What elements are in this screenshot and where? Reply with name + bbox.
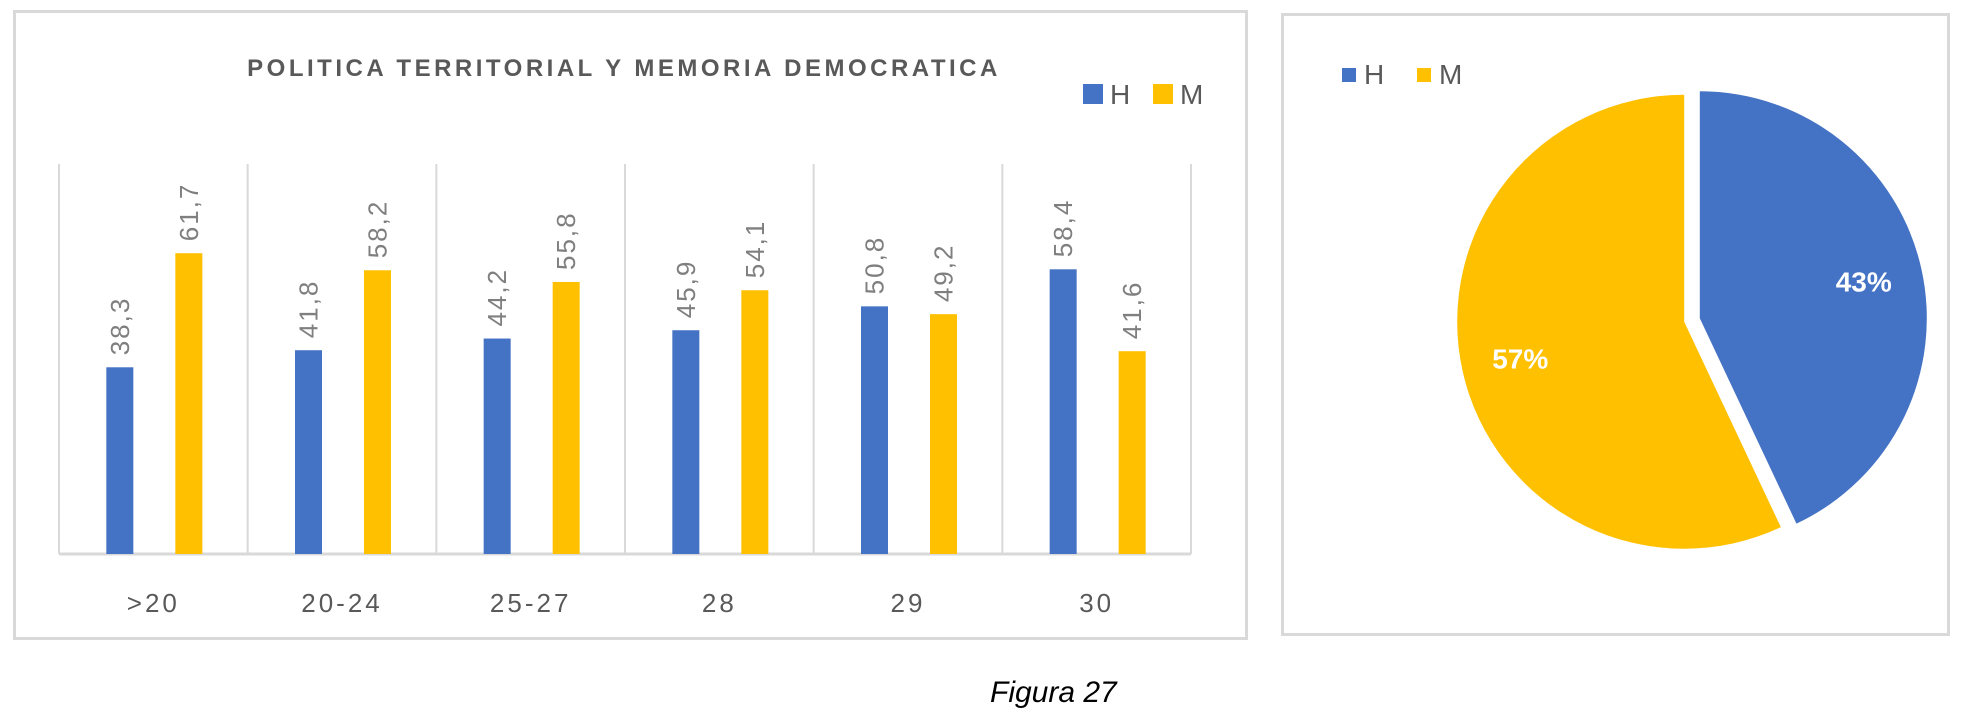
legend-label: H [1364, 59, 1384, 90]
bar-m [1118, 351, 1146, 554]
bar-m [364, 270, 391, 554]
category-label: 30 [1079, 588, 1114, 618]
bar-m [741, 290, 769, 554]
bar-h [861, 306, 888, 554]
data-label: 49,2 [929, 244, 959, 303]
legend-swatch-h [1342, 68, 1356, 82]
data-label: 50,8 [860, 236, 890, 295]
data-label: 41,8 [294, 280, 324, 339]
pie-label: 57% [1492, 343, 1548, 374]
data-label: 54,1 [740, 220, 770, 279]
data-label: 61,7 [174, 183, 204, 242]
data-label: 38,3 [105, 297, 135, 356]
legend-swatch-m [1417, 68, 1431, 82]
bar-h [1049, 269, 1077, 554]
bar-h [106, 367, 134, 554]
bar-h [672, 330, 700, 554]
legend-label: M [1439, 59, 1462, 90]
figure-caption: Figura 27 [990, 676, 1117, 709]
data-label: 58,2 [363, 200, 393, 259]
data-label: 41,6 [1117, 281, 1147, 340]
category-label: 20-24 [301, 588, 383, 618]
bar-m [552, 281, 580, 554]
data-label: 58,4 [1048, 199, 1078, 258]
legend-label: M [1180, 79, 1203, 110]
category-label: >20 [127, 588, 180, 618]
data-label: 45,9 [671, 260, 701, 319]
data-label: 44,2 [482, 268, 512, 327]
legend-label: H [1110, 79, 1130, 110]
chart-title: POLITICA TERRITORIAL Y MEMORIA DEMOCRATI… [247, 55, 1001, 82]
legend-swatch-h [1083, 84, 1103, 104]
bar-chart-panel [13, 10, 1248, 640]
pie-label: 43% [1836, 267, 1892, 298]
category-label: 25-27 [490, 588, 572, 618]
data-label: 55,8 [551, 211, 581, 270]
bar-h [295, 350, 322, 554]
bar-m [175, 253, 203, 554]
category-label: 28 [702, 588, 737, 618]
category-label: 29 [891, 588, 926, 618]
bar-h [483, 338, 511, 554]
bar-m [930, 314, 957, 554]
legend-swatch-m [1153, 84, 1173, 104]
pie-slice-m [1457, 94, 1781, 549]
pie-slice-h [1699, 91, 1927, 524]
